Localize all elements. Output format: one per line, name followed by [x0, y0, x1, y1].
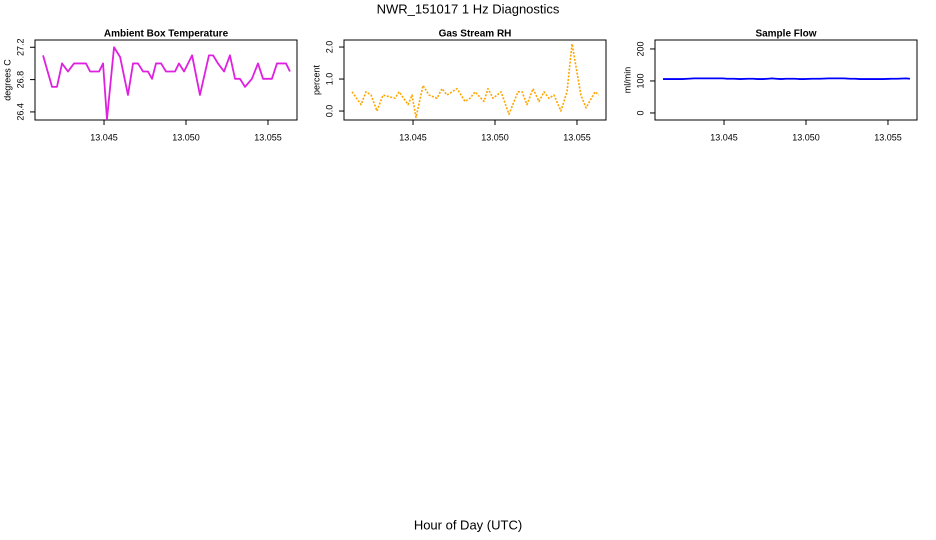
y-axis-label: percent	[311, 64, 321, 95]
y-tick-label: 26.4	[15, 103, 25, 121]
panel-title: Gas Stream RH	[439, 29, 512, 40]
y-tick-label: 100	[635, 73, 645, 88]
y-tick-label: 2.0	[324, 41, 334, 54]
plot-frame	[34, 39, 298, 121]
x-tick-label: 13.050	[792, 132, 820, 142]
y-axis-label: degrees C	[2, 59, 12, 101]
panel-title: Ambient Box Temperature	[104, 29, 229, 40]
y-tick-label: 26.8	[15, 71, 25, 89]
x-tick-label: 13.045	[399, 132, 427, 142]
y-tick-label: 0	[635, 110, 645, 115]
data-line	[42, 46, 291, 121]
figure-title: NWR_151017 1 Hz Diagnostics	[377, 1, 560, 16]
plot-frame	[654, 39, 918, 121]
plot-frame	[343, 39, 607, 121]
x-tick-label: 13.045	[90, 132, 118, 142]
x-tick-label: 13.050	[481, 132, 509, 142]
y-tick-label: 200	[635, 41, 645, 56]
panel-title: Sample Flow	[755, 29, 816, 40]
x-tick-label: 13.045	[710, 132, 738, 142]
data-line	[351, 43, 600, 119]
y-axis-label: ml/min	[622, 67, 632, 94]
y-tick-label: 27.2	[15, 39, 25, 57]
x-tick-label: 13.055	[563, 132, 591, 142]
y-tick-label: 0.0	[324, 105, 334, 118]
x-tick-label: 13.055	[874, 132, 902, 142]
x-tick-label: 13.050	[172, 132, 200, 142]
y-tick-label: 1.0	[324, 73, 334, 86]
x-tick-label: 13.055	[254, 132, 282, 142]
data-line	[663, 77, 911, 80]
x-axis-label: Hour of Day (UTC)	[414, 517, 522, 532]
